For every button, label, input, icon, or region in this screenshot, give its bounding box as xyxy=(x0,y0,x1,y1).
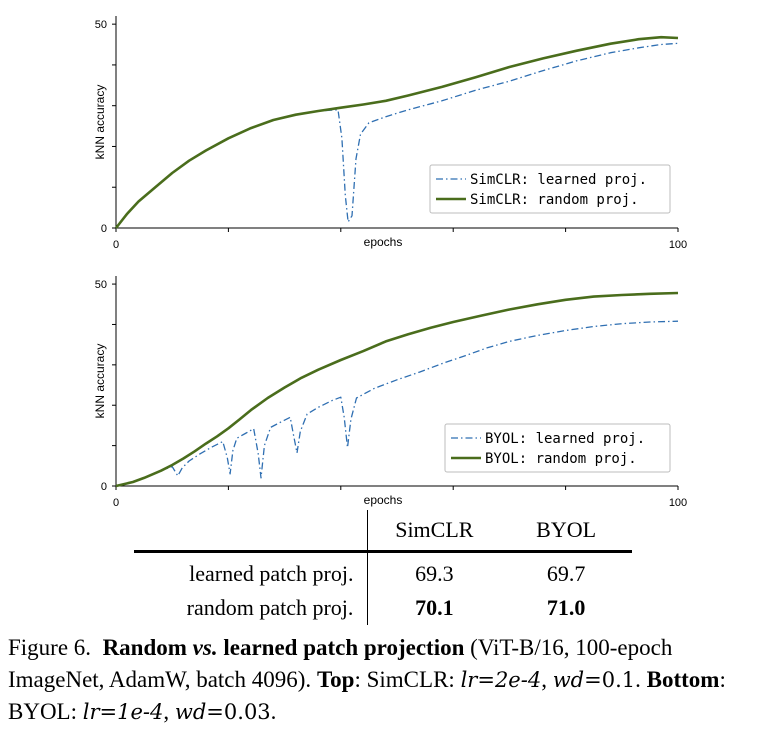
caption-top-lr-value: 2e-4 xyxy=(494,668,542,692)
plot-top: 0 100 0 50 epochs kNN accuracy SimCLR: learned… xyxy=(93,16,687,251)
table-header-row: SimCLR BYOL xyxy=(134,510,632,553)
cell-simclr-best: 70.1 xyxy=(415,595,454,620)
caption-top-lr-eq: = xyxy=(477,668,495,692)
x-tick-label: 0 xyxy=(113,239,119,251)
caption-bottom-lr-sym: lr xyxy=(82,700,100,724)
caption-bottom-wd-eq: = xyxy=(206,700,224,724)
caption-top-comma: , xyxy=(541,667,547,692)
x-axis-label: epochs xyxy=(364,493,403,507)
caption-top-text: : SimCLR: xyxy=(354,667,455,692)
caption-bottom-lr-value: 1e-4 xyxy=(117,700,164,724)
y-tick-label: 50 xyxy=(95,19,107,31)
legend: SimCLR: learned proj. SimCLR: random proj… xyxy=(429,164,671,214)
table-header-empty xyxy=(134,510,369,553)
series-line-random-proj xyxy=(114,35,679,229)
caption-bottom-comma: , xyxy=(163,699,170,724)
series-line-learned-proj xyxy=(115,320,679,487)
series-line-learned-proj xyxy=(115,42,679,229)
caption-top-lr-sym: lr xyxy=(460,668,478,692)
caption-vs: vs. xyxy=(192,635,218,660)
cell-byol: 69.7 xyxy=(546,561,586,586)
caption-bottom-period: . xyxy=(270,699,277,724)
table-header-byol: BYOL xyxy=(500,510,632,553)
plot-bottom: 0 100 0 50 epochs kNN accuracy BYOL: learned p… xyxy=(93,276,687,509)
caption-bottom-label: Bottom xyxy=(646,667,720,692)
x-tick-label: 0 xyxy=(113,497,119,509)
y-tick-label: 0 xyxy=(101,481,107,493)
table-row: learned patch proj. 69.3 69.7 xyxy=(134,551,632,591)
caption-top-wd-eq: = xyxy=(584,668,602,692)
y-axis-label: kNN accuracy xyxy=(93,344,107,419)
caption-bottom-wd-sym: wd xyxy=(174,700,207,724)
figure-plots: 0 100 0 50 epochs kNN accuracy SimCLR: learned… xyxy=(93,16,687,509)
caption-bottom-lr-eq: = xyxy=(99,700,118,724)
x-tick-label: 100 xyxy=(669,239,687,251)
row-label: random patch proj. xyxy=(134,591,369,625)
series-line-random-proj xyxy=(115,291,679,488)
cell-byol-best: 71.0 xyxy=(546,595,586,620)
caption-prefix: Figure 6. xyxy=(8,635,92,660)
caption-title: Random xyxy=(102,635,187,660)
caption-title2: learned patch projection xyxy=(223,635,465,660)
legend-entry: BYOL: learned proj. xyxy=(485,431,645,447)
legend-box xyxy=(444,423,671,473)
caption-top-label: Top xyxy=(316,667,355,692)
row-label: learned patch proj. xyxy=(134,551,369,591)
caption-bottom-wd-value: 0.03 xyxy=(223,700,271,724)
figure-caption: Figure 6. Random vs. learned patch proje… xyxy=(8,632,758,728)
caption-top-wd-value: 0.1 xyxy=(601,668,636,692)
results-table: SimCLR BYOL learned patch proj. 69.3 69.… xyxy=(134,510,632,625)
legend-entry: BYOL: random proj. xyxy=(485,451,637,467)
table-header-simclr: SimCLR xyxy=(367,510,501,553)
y-tick-label: 0 xyxy=(101,223,107,235)
legend-entry: SimCLR: random proj. xyxy=(470,192,639,208)
x-tick-label: 100 xyxy=(669,497,687,509)
caption-top-wd-sym: wd xyxy=(552,668,585,692)
caption-setup: (ViT-B/16, 100-epoch ImageNet, AdamW, ba… xyxy=(8,635,673,692)
caption-top-period: . xyxy=(635,667,641,692)
caption-bottom-text: : BYOL: xyxy=(8,667,726,724)
cell-simclr: 69.3 xyxy=(415,561,454,586)
x-axis-label: epochs xyxy=(364,235,403,249)
table-row: random patch proj. 70.1 71.0 xyxy=(134,591,632,625)
legend: BYOL: learned proj. BYOL: random proj. xyxy=(444,423,671,473)
legend-entry: SimCLR: learned proj. xyxy=(470,172,647,188)
y-tick-label: 50 xyxy=(95,279,107,291)
y-axis-label: kNN accuracy xyxy=(93,85,107,160)
legend-box xyxy=(429,164,671,214)
